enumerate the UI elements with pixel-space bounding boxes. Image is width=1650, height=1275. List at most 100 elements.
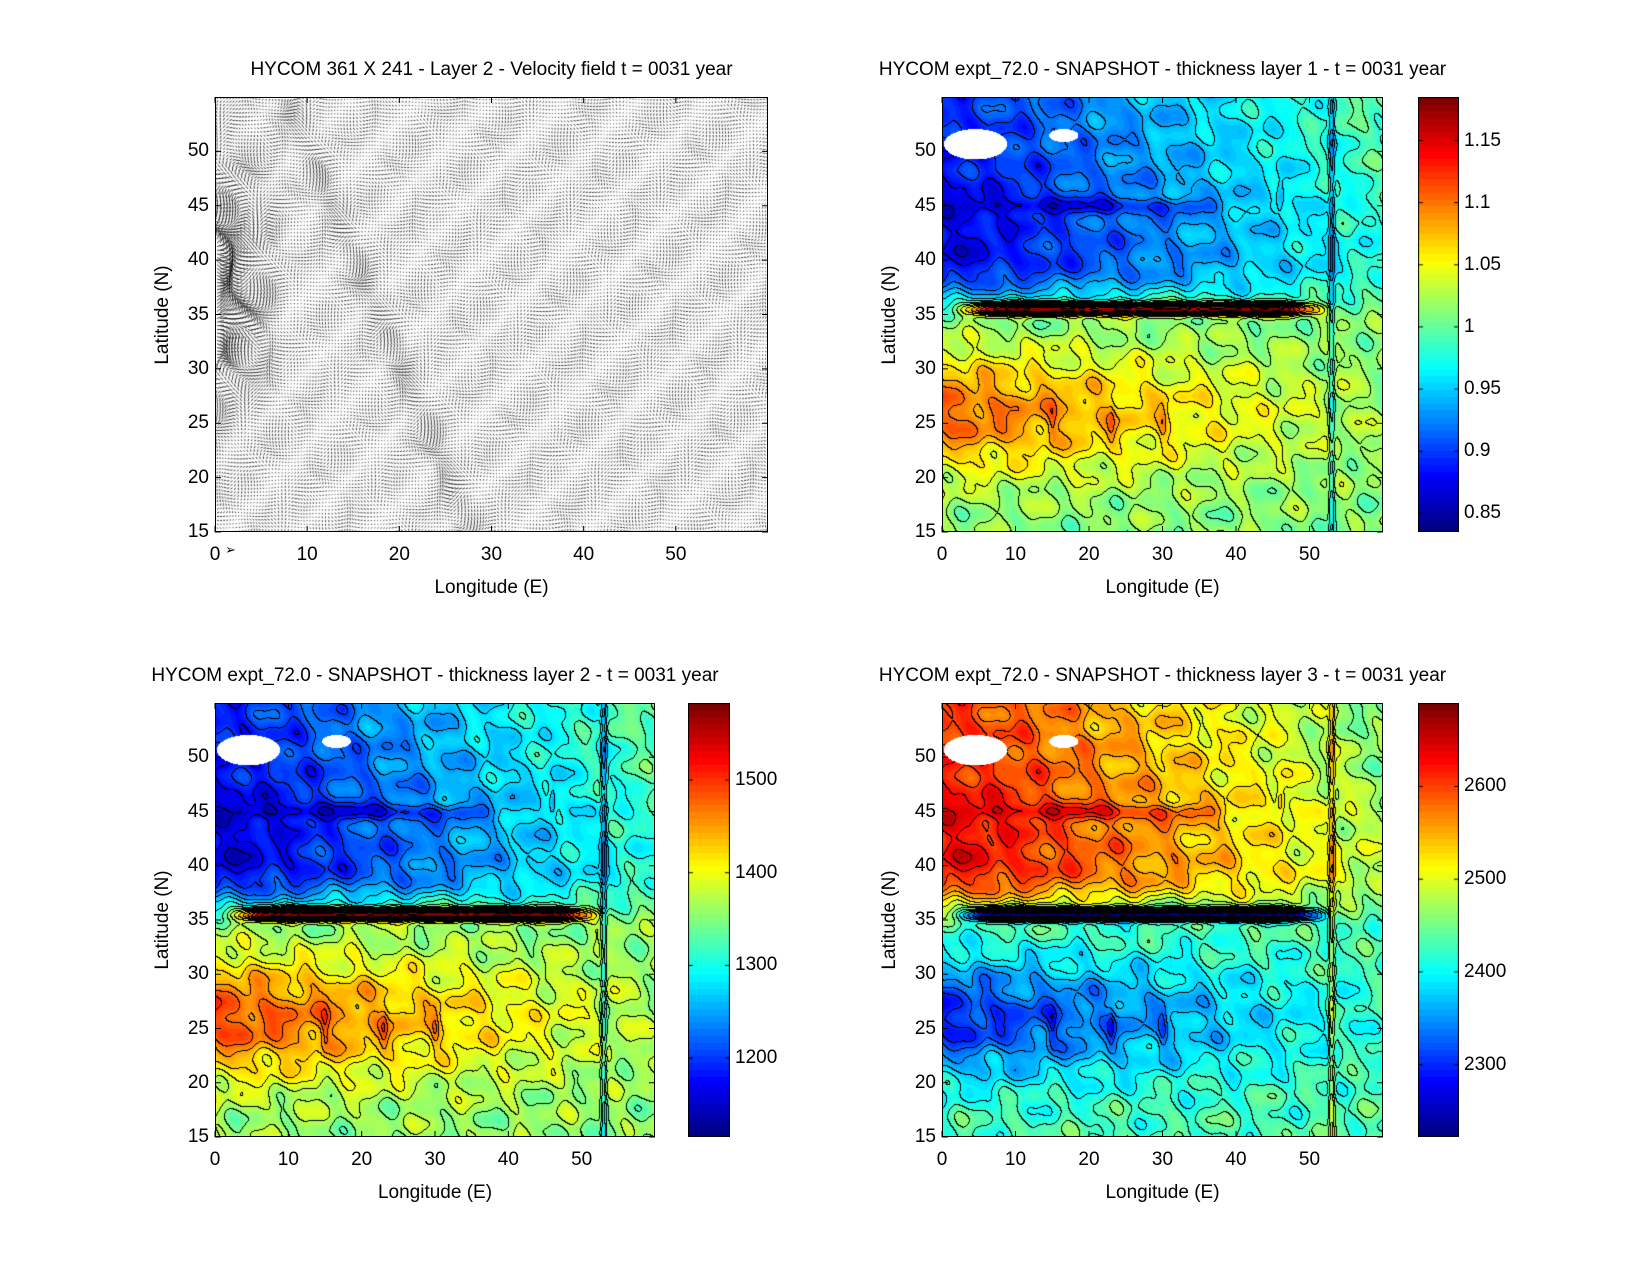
y-tick-label: 50 [187,140,209,162]
x-tick-label: 0 [209,544,221,565]
y-tick-label: 30 [187,963,209,985]
x-tick-label: 30 [424,1149,446,1170]
colorbar-tick-label: 1300 [735,954,778,976]
colorbar-tick-label: 0.9 [1464,440,1491,462]
y-tick-label: 40 [914,854,936,876]
colorbar [1418,703,1459,1137]
y-tick-label: 25 [914,1017,936,1039]
reference-arrow-icon: ➢ [225,542,236,557]
y-tick-label: 30 [187,357,209,379]
x-axis-label: Longitude (E) [1105,577,1220,598]
colorbar-tick-label: 1 [1464,315,1475,337]
x-tick-label: 0 [936,544,948,565]
contour-fill [942,703,1383,1137]
x-tick-label: 20 [388,544,410,565]
y-tick-label: 15 [914,521,936,542]
y-tick-label: 15 [914,1126,936,1147]
colorbar-tick-label: 2500 [1464,868,1507,890]
axes-frame [941,97,1383,533]
y-tick-label: 40 [914,249,936,271]
x-tick-label: 10 [1004,1149,1027,1170]
colorbar-tick-label: 2300 [1464,1053,1507,1075]
y-tick-label: 45 [914,800,936,822]
contour-fill [215,703,655,1137]
y-tick-label: 15 [187,521,209,542]
y-tick-label: 50 [187,746,209,768]
x-tick-label: 40 [1225,1149,1247,1170]
colorbar-tick-label: 1.1 [1464,191,1491,213]
y-tick-label: 35 [914,909,936,930]
y-tick-label: 25 [187,412,209,434]
y-tick-label: 50 [914,140,936,162]
subplot-title: HYCOM expt_72.0 - SNAPSHOT - thickness l… [878,665,1447,686]
x-axis-label: Longitude (E) [434,577,549,598]
axes-frame [214,97,768,533]
colorbar-tick-label: 1400 [735,861,778,883]
x-tick-label: 40 [573,544,595,565]
y-tick-label: 40 [187,854,209,876]
thickness-contour-plot [941,703,1383,1138]
y-tick-label: 45 [187,194,209,216]
colorbar-tick-label: 1.15 [1464,129,1501,151]
subplot-title: HYCOM expt_72.0 - SNAPSHOT - thickness l… [878,59,1447,80]
y-tick-label: 30 [914,963,936,985]
x-tick-label: 10 [296,544,318,565]
y-tick-label: 35 [187,303,209,325]
y-tick-label: 15 [187,1126,209,1147]
x-tick-label: 30 [480,544,503,565]
x-tick-label: 40 [497,1149,519,1170]
axes-box [942,97,1383,532]
y-tick-label: 30 [914,357,936,379]
y-tick-label: 25 [187,1017,209,1039]
y-tick-label: 45 [187,800,209,822]
x-tick-label: 10 [277,1149,299,1170]
x-tick-label: 10 [1004,544,1027,565]
axes-box [215,97,768,532]
y-tick-label: 40 [187,249,209,271]
y-tick-label: 45 [914,194,936,216]
y-axis-label: Latitude (N) [152,264,173,365]
colorbar-tick-label: 1200 [735,1047,778,1069]
colorbar [688,703,730,1137]
colorbar-tick-label: 0.85 [1464,502,1501,524]
y-tick-label: 35 [914,303,936,325]
x-tick-label: 50 [1298,1149,1321,1170]
x-tick-label: 0 [209,1149,221,1170]
contour-fill [942,97,1383,532]
x-tick-label: 50 [1298,544,1321,565]
y-tick-label: 25 [914,412,936,434]
x-axis-label: Longitude (E) [1105,1182,1220,1203]
x-tick-label: 40 [1225,544,1247,565]
axes-box [942,703,1383,1137]
subplot-title: HYCOM expt_72.0 - SNAPSHOT - thickness l… [151,665,719,686]
axes-frame [214,703,655,1138]
velocity-arrows [215,97,768,532]
y-tick-label: 20 [187,1071,209,1093]
colorbar-tick-label: 1.05 [1464,253,1501,275]
y-tick-label: 20 [914,466,936,488]
x-tick-label: 20 [1078,544,1100,565]
x-axis-label: Longitude (E) [377,1182,493,1203]
y-tick-label: 20 [914,1071,936,1093]
x-tick-label: 50 [665,544,687,565]
colorbar-tick-label: 2400 [1464,960,1507,982]
y-axis-label: Latitude (N) [879,264,900,365]
x-tick-label: 0 [936,1149,948,1170]
subplot-title: HYCOM 361 X 241 - Layer 2 - Velocity fie… [250,59,733,80]
y-tick-label: 20 [187,466,209,488]
colorbar-tick-label: 0.95 [1464,378,1501,400]
x-tick-label: 30 [1151,544,1174,565]
y-axis-label: Latitude (N) [879,870,900,970]
colorbar-tick-label: 2600 [1464,775,1507,797]
y-axis-label: Latitude (N) [152,870,173,970]
y-tick-label: 50 [914,746,936,768]
colorbar-tick-label: 1500 [735,768,778,790]
axes-frame [941,703,1383,1138]
thickness-contour-plot [214,703,655,1138]
x-tick-label: 50 [571,1149,593,1170]
x-tick-label: 20 [1078,1149,1100,1170]
colorbar [1418,97,1459,532]
thickness-contour-plot [941,97,1383,533]
axes-box [215,703,655,1137]
x-tick-label: 30 [1151,1149,1174,1170]
